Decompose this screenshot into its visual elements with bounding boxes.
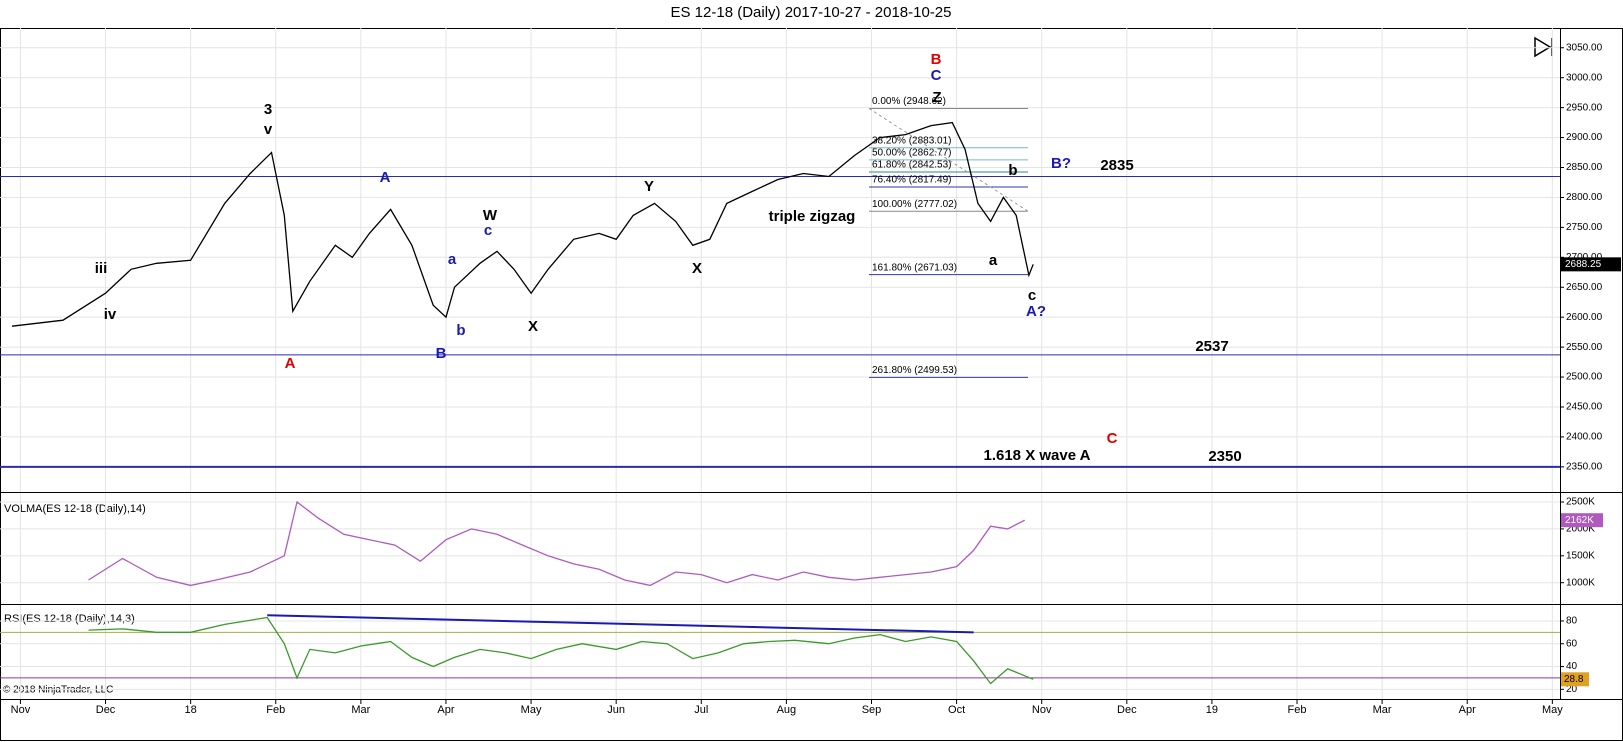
x-tick-label: Dec bbox=[96, 704, 116, 716]
fib-label: 76.40% (2817.49) bbox=[872, 175, 952, 186]
x-tick-label: 18 bbox=[185, 704, 197, 716]
wave-label: Z bbox=[932, 89, 941, 106]
wave-label: iv bbox=[104, 306, 117, 323]
last-value-label: 2162K bbox=[1565, 515, 1594, 526]
level-label: 2350 bbox=[1208, 448, 1241, 465]
x-tick-label: Aug bbox=[777, 704, 797, 716]
panel-title: VOLMA(ES 12-18 (Daily),14) bbox=[4, 503, 146, 515]
wave-label: B bbox=[931, 51, 942, 68]
y-tick-label: 2000K bbox=[1566, 524, 1595, 535]
last-value-tag bbox=[1561, 672, 1589, 687]
fib-label: 61.80% (2842.53) bbox=[872, 160, 952, 171]
fib-label: 261.80% (2499.53) bbox=[872, 365, 957, 376]
y-tick-label: 2900.00 bbox=[1566, 132, 1603, 143]
wave-label: c bbox=[1028, 287, 1036, 304]
last-value-tag bbox=[1561, 513, 1603, 528]
wave-label: A bbox=[285, 355, 296, 372]
y-tick-label: 2400.00 bbox=[1566, 432, 1603, 443]
wave-label: W bbox=[483, 207, 498, 224]
fib-label: 50.00% (2862.77) bbox=[872, 147, 952, 158]
panel-title: RSI(ES 12-18 (Daily),14,3) bbox=[4, 613, 135, 625]
y-tick-label: 2850.00 bbox=[1566, 162, 1603, 173]
wave-label: c bbox=[484, 222, 492, 239]
series-line bbox=[11, 121, 1034, 327]
x-tick-label: Apr bbox=[1459, 704, 1476, 716]
wave-label: a bbox=[448, 251, 457, 268]
wave-label: triple zigzag bbox=[769, 208, 856, 225]
level-label: 2537 bbox=[1195, 338, 1228, 355]
panel-frames bbox=[0, 28, 1623, 741]
y-tick-label: 2550.00 bbox=[1566, 342, 1603, 353]
y-tick-label: 60 bbox=[1566, 638, 1578, 649]
wave-label: Y bbox=[644, 178, 654, 195]
wave-label: 3 bbox=[264, 101, 272, 118]
trend-line bbox=[267, 614, 974, 634]
x-tick-label: Mar bbox=[351, 704, 370, 716]
y-tick-label: 2950.00 bbox=[1566, 102, 1603, 113]
x-tick-label: Feb bbox=[1288, 704, 1307, 716]
y-tick-label: 2600.00 bbox=[1566, 312, 1603, 323]
y-tick-label: 2650.00 bbox=[1566, 282, 1603, 293]
wave-label: C bbox=[1107, 430, 1118, 447]
x-tick-label: Nov bbox=[1032, 704, 1052, 716]
x-tick-label: Apr bbox=[437, 704, 454, 716]
wave-label: A bbox=[380, 169, 391, 186]
wave-label: a bbox=[989, 252, 998, 269]
fib-label: 0.00% (2948.62) bbox=[872, 96, 946, 107]
copyright: © 2018 NinjaTrader, LLC bbox=[3, 685, 113, 696]
fib-label: 161.80% (2671.03) bbox=[872, 262, 957, 273]
wave-label: b bbox=[456, 322, 465, 339]
level-label: 2835 bbox=[1100, 157, 1133, 174]
wave-label: B bbox=[436, 345, 447, 362]
y-tick-label: 1500K bbox=[1566, 550, 1595, 561]
y-tick-label: 3050.00 bbox=[1566, 42, 1603, 53]
x-tick-label: Jun bbox=[607, 704, 625, 716]
x-tick-label: May bbox=[1542, 704, 1563, 716]
y-tick-label: 2800.00 bbox=[1566, 192, 1603, 203]
last-price-tag bbox=[1561, 257, 1621, 272]
x-tick-label: Mar bbox=[1373, 704, 1392, 716]
y-tick-label: 2500.00 bbox=[1566, 372, 1603, 383]
y-tick-label: 2350.00 bbox=[1566, 461, 1603, 472]
y-tick-label: 80 bbox=[1566, 616, 1578, 627]
y-tick-label: 2450.00 bbox=[1566, 402, 1603, 413]
x-tick-label: 19 bbox=[1206, 704, 1218, 716]
x-tick-label: May bbox=[521, 704, 542, 716]
fib-trend bbox=[868, 108, 1029, 212]
y-tick-label: 1000K bbox=[1566, 577, 1595, 588]
y-tick-label: 20 bbox=[1566, 684, 1578, 695]
chart-title: ES 12-18 (Daily) 2017-10-27 - 2018-10-25 bbox=[671, 4, 952, 21]
x-tick-label: Feb bbox=[266, 704, 285, 716]
wave-label: iii bbox=[95, 260, 108, 277]
wave-label: v bbox=[264, 121, 273, 138]
x-tick-label: Oct bbox=[948, 704, 965, 716]
wave-label: X bbox=[528, 318, 538, 335]
y-tick-label: 2500K bbox=[1566, 497, 1595, 508]
y-tick-label: 2750.00 bbox=[1566, 222, 1603, 233]
x-tick-label: Jul bbox=[694, 704, 708, 716]
y-tick-label: 40 bbox=[1566, 661, 1578, 672]
wave-label: A? bbox=[1026, 303, 1046, 320]
series-line bbox=[88, 616, 1034, 685]
fib-label: 100.00% (2777.02) bbox=[872, 199, 957, 210]
fib-label: 38.20% (2883.01) bbox=[872, 135, 952, 146]
wave-label: X bbox=[692, 260, 702, 277]
x-tick-label: Dec bbox=[1117, 704, 1137, 716]
x-tick-label: Nov bbox=[11, 704, 31, 716]
last-value-label: 28.8 bbox=[1564, 674, 1584, 685]
wave-label: 1.618 X wave A bbox=[983, 447, 1090, 464]
series-line bbox=[88, 500, 1025, 587]
wave-label: b bbox=[1008, 162, 1017, 179]
wave-label: C bbox=[931, 67, 942, 84]
wave-label: B? bbox=[1051, 155, 1071, 172]
last-price-label: 2688.25 bbox=[1565, 259, 1602, 270]
y-tick-label: 3000.00 bbox=[1566, 72, 1603, 83]
x-tick-label: Sep bbox=[862, 704, 882, 716]
